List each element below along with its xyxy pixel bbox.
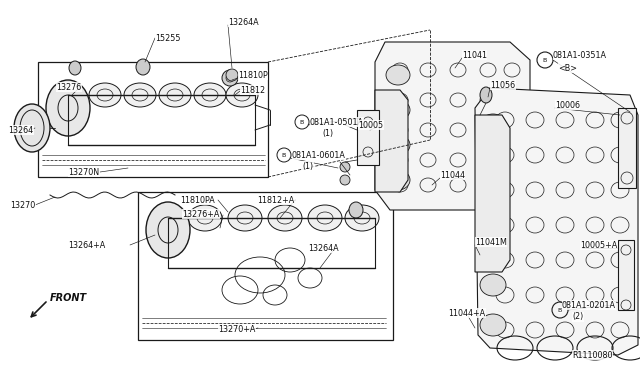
Polygon shape	[375, 42, 530, 210]
Text: 13264A: 13264A	[228, 17, 259, 26]
Ellipse shape	[480, 194, 506, 216]
Ellipse shape	[188, 205, 222, 231]
Ellipse shape	[89, 83, 121, 107]
Ellipse shape	[268, 205, 302, 231]
Polygon shape	[375, 90, 408, 192]
Polygon shape	[475, 115, 510, 272]
Bar	[38, 62, 268, 177]
Text: 11044+A: 11044+A	[448, 308, 485, 317]
Text: 10005+A: 10005+A	[580, 241, 617, 250]
Ellipse shape	[159, 83, 191, 107]
Text: B: B	[282, 153, 286, 157]
Text: B: B	[300, 119, 304, 125]
Ellipse shape	[340, 175, 350, 185]
Text: 081A1-0501A: 081A1-0501A	[310, 118, 364, 126]
Text: 13270: 13270	[10, 201, 35, 209]
Text: 13264: 13264	[8, 125, 33, 135]
Ellipse shape	[226, 69, 238, 81]
Ellipse shape	[349, 202, 363, 218]
Text: 11041M: 11041M	[475, 237, 507, 247]
Text: 10005: 10005	[358, 121, 383, 129]
Ellipse shape	[124, 83, 156, 107]
Text: FRONT: FRONT	[50, 293, 87, 303]
Ellipse shape	[480, 234, 506, 256]
Text: 13264A: 13264A	[308, 244, 339, 253]
Text: 11812+A: 11812+A	[257, 196, 294, 205]
Text: 081A1-0351A: 081A1-0351A	[553, 51, 607, 60]
Ellipse shape	[340, 162, 350, 172]
Text: <B>: <B>	[558, 64, 577, 73]
Text: 11812: 11812	[240, 86, 265, 94]
Ellipse shape	[480, 114, 506, 136]
Text: 11810P: 11810P	[238, 71, 268, 80]
Ellipse shape	[228, 205, 262, 231]
Text: 081A1-0201A: 081A1-0201A	[562, 301, 616, 310]
Text: 13276+A: 13276+A	[182, 209, 220, 218]
Ellipse shape	[345, 205, 379, 231]
Ellipse shape	[386, 100, 410, 120]
Ellipse shape	[222, 70, 238, 86]
Text: 13270+A: 13270+A	[218, 326, 255, 334]
Text: 13276: 13276	[56, 83, 81, 92]
Text: (1): (1)	[302, 161, 313, 170]
Ellipse shape	[386, 170, 410, 190]
Text: 11041: 11041	[462, 51, 487, 60]
Ellipse shape	[226, 83, 258, 107]
Ellipse shape	[14, 104, 50, 152]
Text: (2): (2)	[572, 312, 583, 321]
Bar	[618, 240, 634, 310]
Text: 11056: 11056	[490, 80, 515, 90]
Text: B: B	[543, 58, 547, 62]
Ellipse shape	[386, 65, 410, 85]
Ellipse shape	[480, 87, 492, 103]
Text: 15255: 15255	[155, 33, 180, 42]
Bar	[618, 108, 636, 188]
Text: R1110080: R1110080	[572, 350, 612, 359]
Bar	[138, 192, 393, 340]
Text: 081A1-0601A: 081A1-0601A	[292, 151, 346, 160]
Ellipse shape	[194, 83, 226, 107]
Bar	[357, 110, 379, 165]
Text: (1): (1)	[322, 128, 333, 138]
Text: 10006: 10006	[555, 100, 580, 109]
Ellipse shape	[136, 59, 150, 75]
Ellipse shape	[386, 135, 410, 155]
Text: B: B	[558, 308, 562, 312]
Polygon shape	[475, 88, 638, 355]
Ellipse shape	[46, 80, 90, 136]
Ellipse shape	[146, 202, 190, 258]
Text: 13264+A: 13264+A	[68, 241, 105, 250]
Text: 11810PA: 11810PA	[180, 196, 215, 205]
Ellipse shape	[69, 61, 81, 75]
Text: 11044: 11044	[440, 170, 465, 180]
Ellipse shape	[480, 314, 506, 336]
Ellipse shape	[480, 154, 506, 176]
Text: 13270N: 13270N	[68, 167, 99, 176]
Ellipse shape	[480, 274, 506, 296]
Ellipse shape	[308, 205, 342, 231]
